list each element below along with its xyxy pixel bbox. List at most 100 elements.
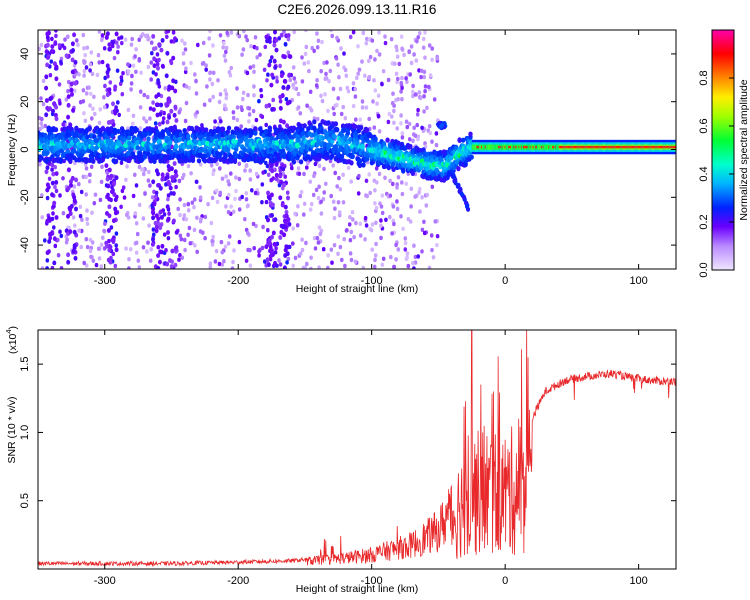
spectrogram-cell — [323, 92, 327, 97]
spectrogram-cell — [306, 60, 311, 65]
spectrogram-cell — [171, 191, 176, 196]
spectrogram-cell — [200, 61, 205, 66]
spectrogram-cell — [361, 265, 366, 269]
spectrogram-cell — [218, 166, 222, 171]
spectrogram-cell — [71, 108, 76, 113]
spectrogram-cell — [81, 88, 86, 93]
spectrogram-cell — [274, 47, 279, 53]
spectrogram-cell — [308, 207, 313, 212]
spectrogram-cell — [182, 213, 187, 218]
spectrogram-cell — [388, 193, 393, 198]
carrier-peak — [578, 145, 580, 149]
spectrogram-cell — [156, 65, 160, 71]
spectrogram-cell — [469, 154, 474, 160]
carrier-peak — [562, 145, 564, 149]
spectrogram-cell — [183, 247, 187, 253]
spectrogram-cell — [423, 89, 427, 94]
spectrogram-cell — [153, 220, 158, 226]
spectrogram-cell — [161, 120, 165, 125]
carrier-peak — [619, 145, 621, 149]
carrier-peak — [621, 145, 623, 149]
carrier-core — [537, 144, 539, 150]
spectrogram-cell — [131, 193, 136, 199]
spectrogram-cell — [358, 125, 364, 131]
spectrogram-cell — [272, 58, 277, 64]
carrier-core — [505, 144, 507, 150]
carrier-peak — [602, 145, 605, 149]
spectrogram-cell — [427, 265, 432, 269]
spectrogram-cell — [81, 32, 86, 38]
spectrogram-cell — [48, 73, 53, 78]
spectrogram-cell — [339, 132, 345, 138]
carrier-peak — [518, 145, 521, 149]
spectrogram-cell — [171, 30, 176, 35]
spectrogram-cell — [179, 237, 184, 242]
spectrogram-cell — [399, 34, 404, 39]
spectrogram-cell — [182, 202, 187, 208]
spectrogram-cell — [235, 32, 240, 37]
spectrogram-cell — [208, 77, 212, 82]
spectrogram-cell — [140, 167, 144, 172]
spectrogram-cell — [159, 215, 164, 220]
spectrogram-cell — [167, 84, 172, 90]
carrier-peak — [603, 145, 606, 149]
spectrogram-cell — [229, 30, 234, 35]
carrier-peak — [650, 145, 652, 149]
carrier-peak — [478, 145, 480, 149]
spectrogram-cell — [147, 169, 151, 175]
spectrogram-cell — [435, 56, 440, 61]
spectrogram-cell — [166, 197, 170, 202]
spectrogram-cell — [49, 59, 54, 64]
spectrogram-cell — [173, 169, 178, 175]
spectrogram-cell — [324, 71, 328, 77]
spectrogram-cell — [374, 205, 379, 211]
spectrogram-cell — [73, 223, 77, 228]
spectrogram-cell — [137, 37, 141, 42]
spectrogram-cell — [96, 246, 101, 251]
spectrogram-cell — [198, 185, 202, 190]
x-tick-label: 0 — [502, 575, 508, 587]
spectrogram-cell — [427, 124, 432, 129]
spectrogram-cell — [312, 119, 317, 125]
spectrogram-cell — [394, 44, 399, 49]
carrier-peak — [570, 145, 573, 149]
spectrogram-cell — [278, 124, 282, 129]
spectrogram-cell — [176, 206, 180, 212]
spectrogram-cell — [395, 199, 399, 204]
spectrogram-cell — [173, 36, 177, 42]
spectrogram-cell — [166, 131, 172, 137]
spectrogram-cell — [126, 69, 131, 74]
spectrogram-cell — [267, 62, 272, 68]
carrier-peak — [593, 145, 595, 149]
spectrogram-cell — [246, 92, 250, 98]
spectrogram-cell — [146, 37, 150, 42]
spectrogram-cell — [301, 265, 306, 269]
spectrogram-cell — [51, 211, 55, 216]
spectrogram-cell — [218, 190, 223, 195]
spectrogram-cell — [226, 179, 230, 184]
spectrogram-cell — [165, 174, 170, 180]
spectrogram-cell — [311, 192, 316, 198]
spectrogram-cell — [399, 113, 403, 118]
spectrogram-cell — [254, 117, 259, 123]
spectrogram-cell — [120, 188, 125, 194]
spectrogram-cell — [137, 58, 142, 63]
spectrogram-cell — [67, 79, 71, 85]
spectrogram-cell — [244, 197, 249, 202]
spectrogram-cell — [50, 162, 55, 168]
carrier-peak — [668, 145, 670, 149]
spectrogram-cell — [170, 176, 175, 182]
spectrogram-cell — [141, 32, 145, 37]
spectrogram-cell — [399, 80, 404, 86]
spectrogram-cell — [313, 161, 318, 167]
spectrogram-cell — [227, 192, 231, 198]
spectrogram-cell — [116, 100, 120, 105]
spectrogram-cell — [40, 215, 44, 220]
carrier-peak — [623, 145, 625, 149]
spectrogram-cell — [79, 244, 83, 250]
spectrogram-cell — [114, 105, 118, 110]
spectrogram-cell — [77, 181, 81, 187]
spectrogram-cell — [395, 185, 399, 190]
spectrogram-cell — [47, 239, 52, 244]
spectrogram-cell — [360, 59, 364, 64]
